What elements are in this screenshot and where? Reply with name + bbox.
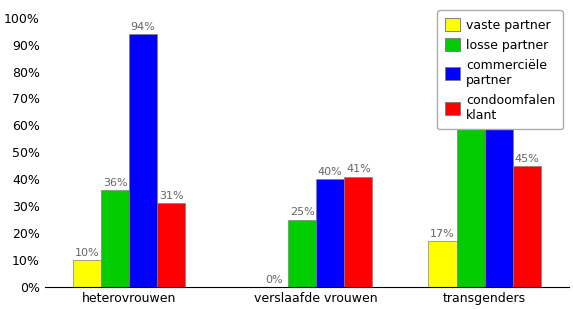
Bar — [101, 190, 129, 287]
Text: 64%: 64% — [458, 103, 483, 112]
Bar — [485, 99, 513, 287]
Text: 10%: 10% — [74, 248, 99, 258]
Text: 70%: 70% — [486, 86, 511, 96]
Bar — [513, 166, 541, 287]
Text: 25%: 25% — [290, 207, 315, 218]
Text: 41%: 41% — [346, 164, 371, 174]
Text: 36%: 36% — [103, 178, 127, 188]
Legend: vaste partner, losse partner, commerciële
partner, condoomfalen
klant: vaste partner, losse partner, commerciël… — [437, 11, 563, 129]
Text: 31%: 31% — [159, 191, 183, 201]
Text: 40%: 40% — [318, 167, 343, 177]
Bar — [288, 220, 316, 287]
Bar — [429, 241, 457, 287]
Text: 94%: 94% — [131, 22, 156, 32]
Bar — [344, 176, 372, 287]
Bar — [457, 115, 485, 287]
Bar — [157, 204, 185, 287]
Bar — [316, 179, 344, 287]
Text: 0%: 0% — [265, 275, 283, 285]
Text: 17%: 17% — [430, 229, 455, 239]
Bar — [129, 34, 157, 287]
Text: 45%: 45% — [515, 154, 539, 163]
Bar — [73, 260, 101, 287]
